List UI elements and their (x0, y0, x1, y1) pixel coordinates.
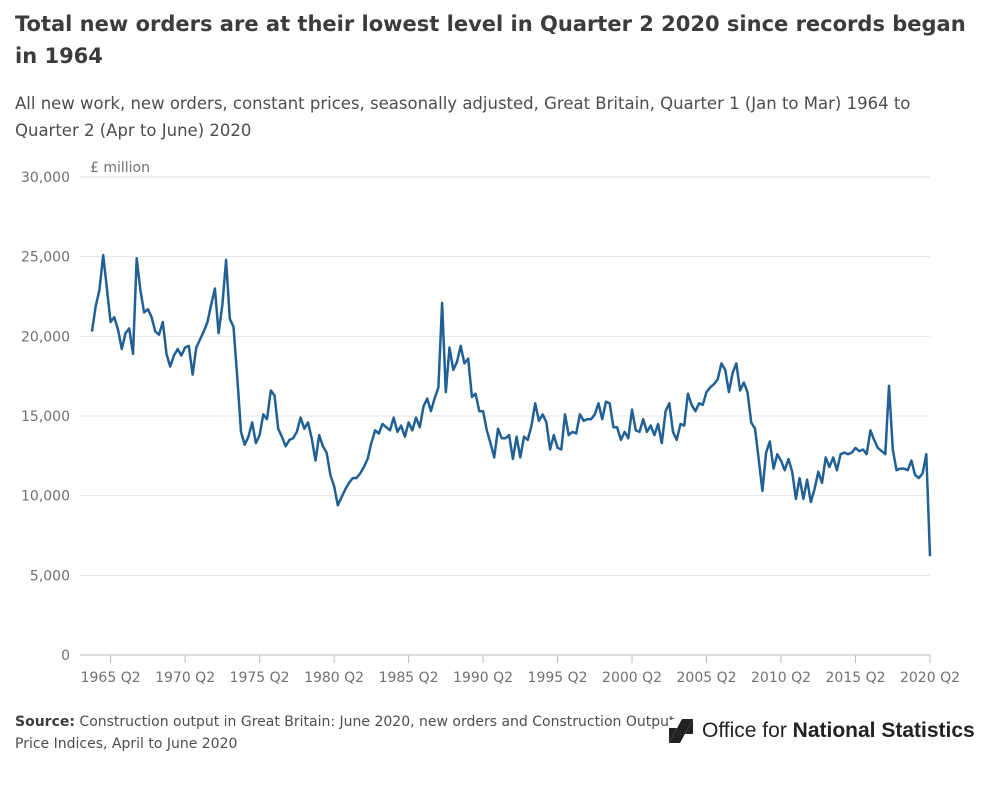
chart-subtitle: All new work, new orders, constant price… (15, 94, 911, 140)
x-tick-label: 1970 Q2 (155, 670, 215, 686)
logo-text-regular: Office for (702, 719, 793, 742)
chart-title: Total new orders are at their lowest lev… (15, 12, 966, 68)
x-tick-label: 2015 Q2 (826, 670, 886, 686)
line-chart: 0 5,000 10,000 15,000 20,000 25,000 30,000 196… (21, 160, 960, 686)
y-tick-label: 0 (61, 648, 70, 664)
y-tick-label: 10,000 (21, 489, 70, 505)
x-tick-label: 1965 Q2 (81, 670, 141, 686)
x-tick-label: 1995 Q2 (528, 670, 588, 686)
y-tick-label: 30,000 (21, 170, 70, 186)
x-tick-label: 2010 Q2 (751, 670, 811, 686)
x-tick-label: 1975 Q2 (230, 670, 290, 686)
x-tick-label: 2005 Q2 (677, 670, 737, 686)
x-tick-label: 2000 Q2 (602, 670, 662, 686)
y-tick-label: 15,000 (21, 409, 70, 425)
y-axis-label: £ million (90, 160, 150, 176)
x-axis-ticks: 1965 Q2 1970 Q2 1975 Q2 1980 Q2 1985 Q2 1990 … (81, 655, 960, 686)
series-line-new-orders (90, 253, 932, 557)
ons-logo: Office for National Statistics (666, 714, 975, 748)
y-tick-label: 20,000 (21, 329, 70, 345)
ons-logo-text: Office for National Statistics (702, 719, 975, 743)
logo-text-bold: National Statistics (792, 719, 975, 742)
y-tick-label: 25,000 (21, 250, 70, 266)
y-tick-label: 5,000 (30, 568, 70, 584)
source-note: Source: Construction output in Great Bri… (15, 711, 685, 755)
source-text: Construction output in Great Britain: Ju… (15, 714, 675, 752)
x-tick-label: 2020 Q2 (900, 670, 960, 686)
x-tick-label: 1980 Q2 (304, 670, 364, 686)
y-axis-ticks: 0 5,000 10,000 15,000 20,000 25,000 30,000 (21, 170, 70, 664)
source-label: Source: (15, 714, 75, 730)
x-tick-label: 1990 Q2 (453, 670, 513, 686)
gridlines (80, 176, 930, 656)
x-tick-label: 1985 Q2 (379, 670, 439, 686)
ons-logo-icon (669, 719, 693, 743)
